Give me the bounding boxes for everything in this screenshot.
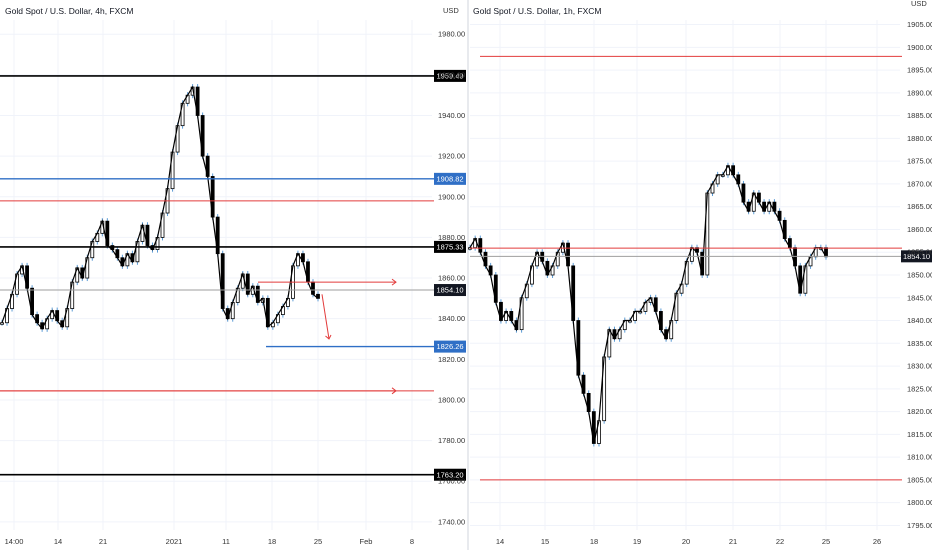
- price-tag: [434, 69, 466, 82]
- price-tag: [434, 172, 466, 185]
- x-tick-label: 20: [682, 537, 690, 546]
- y-tick-label: 1905.00: [907, 20, 932, 29]
- price-tag: [434, 240, 466, 253]
- y-tick-label: 1815.00: [907, 430, 932, 439]
- x-tick-label: 25: [314, 537, 322, 546]
- annotations: [0, 278, 397, 395]
- price-tag-label: 1826.26: [436, 342, 463, 351]
- x-tick-label: 25: [822, 537, 830, 546]
- time-axis[interactable]: 14 15 18 19 20 21 22 25 26: [496, 537, 881, 546]
- x-tick-label: 14:00: [5, 537, 24, 546]
- y-tick-label: 1900.00: [907, 43, 932, 52]
- arrow-down-head: [325, 334, 332, 340]
- price-tag: [901, 250, 932, 263]
- currency-label: USD: [443, 6, 459, 15]
- chart-title: Gold Spot / U.S. Dollar, 4h, FXCM: [5, 6, 134, 16]
- y-tick-label: 1780.00: [438, 436, 465, 445]
- price-tag: [434, 284, 466, 297]
- y-tick-label: 1875.00: [907, 157, 932, 166]
- y-tick-label: 1940.00: [438, 111, 465, 120]
- x-tick-label: 18: [590, 537, 598, 546]
- price-path: [469, 164, 827, 444]
- x-tick-label: 21: [729, 537, 737, 546]
- x-tick-label: 2021: [166, 537, 183, 546]
- x-tick-label: 15: [541, 537, 549, 546]
- x-tick-label: 22: [776, 537, 784, 546]
- x-tick-label: 19: [633, 537, 641, 546]
- y-tick-label: 1880.00: [907, 134, 932, 143]
- grid: [0, 20, 432, 530]
- y-tick-label: 1895.00: [907, 66, 932, 75]
- y-tick-label: 1865.00: [907, 202, 932, 211]
- y-tick-label: 1920.00: [438, 152, 465, 161]
- y-tick-label: 1830.00: [907, 362, 932, 371]
- x-tick-label: 26: [873, 537, 881, 546]
- y-tick-label: 1800.00: [438, 395, 465, 404]
- panel-background: [0, 0, 468, 550]
- price-axis[interactable]: 1980.00 1960.00 1940.00 1920.00 1900.00 1880.…: [438, 30, 465, 527]
- x-tick-label: 11: [222, 537, 230, 546]
- y-tick-label: 1880.00: [438, 233, 465, 242]
- price-path: [1, 85, 319, 330]
- price-tag-label: 1763.20: [436, 470, 463, 479]
- price-tag-label: 1854.10: [436, 286, 463, 295]
- candle-body[interactable]: [0, 322, 4, 325]
- arrow-right-head: [391, 278, 397, 286]
- y-tick-label: 1805.00: [907, 475, 932, 484]
- y-tick-label: 1885.00: [907, 111, 932, 120]
- y-tick-label: 1740.00: [438, 517, 465, 526]
- currency-label: USD: [911, 0, 927, 8]
- x-tick-label: Feb: [360, 537, 373, 546]
- price-tag-label: 1959.49: [436, 71, 463, 80]
- y-tick-label: 1820.00: [438, 355, 465, 364]
- y-tick-label: 1835.00: [907, 339, 932, 348]
- price-tag-label: 1854.10: [903, 252, 930, 261]
- y-tick-label: 1900.00: [438, 192, 465, 201]
- y-tick-label: 1860.00: [438, 274, 465, 283]
- y-tick-label: 1855.00: [907, 248, 932, 257]
- y-tick-label: 1850.00: [907, 271, 932, 280]
- chart-panel-1h[interactable]: 1854.10 1905.00 1900.00 1895.00 1890.00 1885…: [468, 0, 932, 550]
- time-axis[interactable]: 14:00 14 21 2021 11 18 25 Feb 8: [5, 537, 414, 546]
- y-tick-label: 1980.00: [438, 30, 465, 39]
- y-tick-label: 1840.00: [438, 314, 465, 323]
- y-tick-label: 1760.00: [438, 477, 465, 486]
- y-tick-label: 1890.00: [907, 88, 932, 97]
- x-tick-label: 18: [268, 537, 276, 546]
- arrow-down-line[interactable]: [321, 294, 330, 340]
- price-levels: 1959.49 1908.82 1875.33 1854.10 1826.26 1763.…: [0, 69, 466, 481]
- x-tick-label: 14: [54, 537, 62, 546]
- x-tick-label: 21: [99, 537, 107, 546]
- y-tick-label: 1845.00: [907, 293, 932, 302]
- chart-title: Gold Spot / U.S. Dollar, 1h, FXCM: [473, 6, 602, 16]
- y-tick-label: 1800.00: [907, 498, 932, 507]
- x-tick-label: 14: [496, 537, 504, 546]
- y-tick-label: 1840.00: [907, 316, 932, 325]
- y-tick-label: 1820.00: [907, 407, 932, 416]
- price-series: [468, 162, 828, 447]
- y-tick-label: 1825.00: [907, 384, 932, 393]
- price-tag: [434, 468, 466, 481]
- y-tick-label: 1870.00: [907, 179, 932, 188]
- price-tag-label: 1908.82: [436, 174, 463, 183]
- price-axis[interactable]: 1905.00 1900.00 1895.00 1890.00 1885.00 1880.…: [907, 20, 932, 530]
- y-tick-label: 1810.00: [907, 453, 932, 462]
- y-tick-label: 1860.00: [907, 225, 932, 234]
- price-levels: 1854.10: [470, 55, 932, 481]
- price-tag: [434, 340, 466, 353]
- price-tag-label: 1875.33: [436, 242, 463, 251]
- y-tick-label: 1795.00: [907, 521, 932, 530]
- x-tick-label: 8: [410, 537, 414, 546]
- arrow-right-head: [391, 387, 397, 395]
- chart-panel-4h[interactable]: 1959.49 1908.82 1875.33 1854.10 1826.26 1763.…: [0, 0, 468, 550]
- y-tick-label: 1960.00: [438, 70, 465, 79]
